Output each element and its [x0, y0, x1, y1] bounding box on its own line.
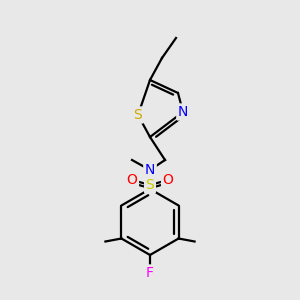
Text: S: S: [134, 108, 142, 122]
Text: N: N: [178, 105, 188, 119]
Text: F: F: [146, 266, 154, 280]
Text: S: S: [146, 178, 154, 192]
Text: O: O: [163, 173, 173, 187]
Text: N: N: [145, 163, 155, 177]
Text: O: O: [127, 173, 137, 187]
